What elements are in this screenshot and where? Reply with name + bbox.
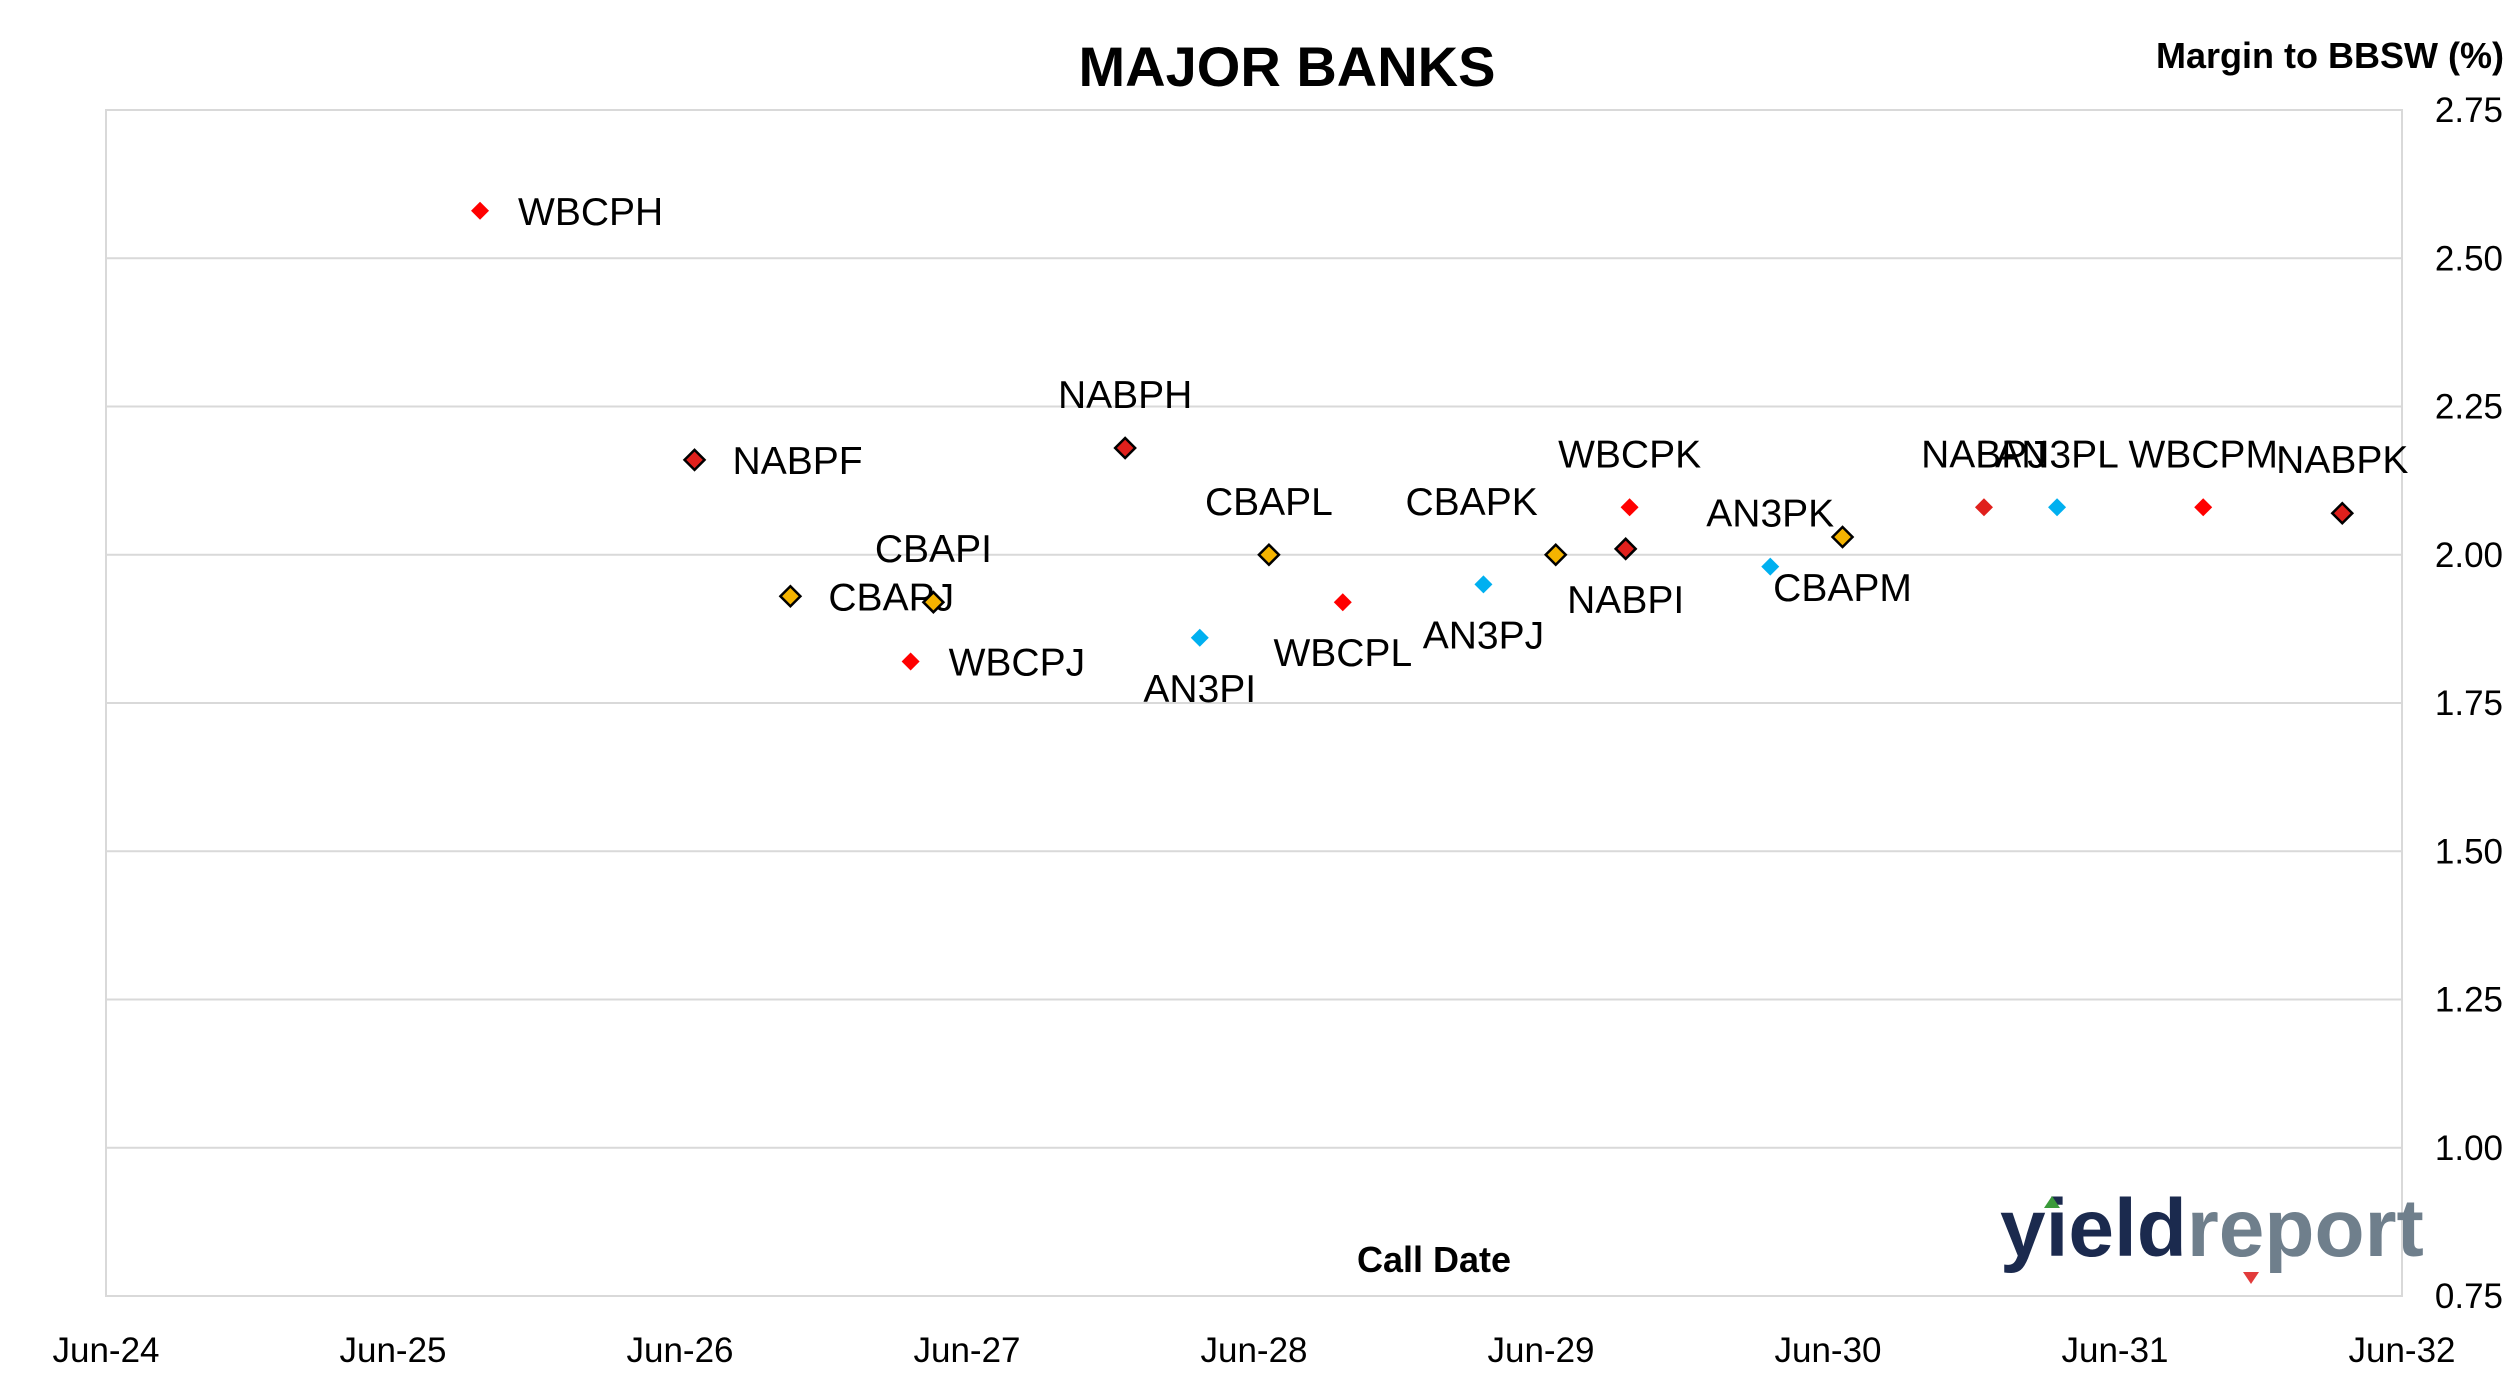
data-point-wbcpj: [901, 652, 920, 671]
y-tick-label: 1.75: [2435, 684, 2503, 723]
data-point-wbcph: [471, 201, 490, 220]
x-tick-label: Jun-27: [913, 1331, 1020, 1370]
x-axis-ticks: Jun-24 Jun-25 Jun-26 Jun-27 Jun-28 Jun-29 Jun-…: [52, 1331, 2455, 1370]
data-point-an3pl: [2048, 498, 2067, 517]
point-label-nabpj: NABPJ: [1921, 433, 2047, 476]
point-label-nabpi: NABPI: [1567, 579, 1684, 622]
data-point-nabph: [1113, 436, 1137, 460]
point-label-wbcpj: WBCPJ: [949, 641, 1086, 684]
point-label-wbcpl: WBCPL: [1273, 632, 1412, 675]
point-label-cbapi: CBAPI: [875, 528, 992, 571]
y-tick-label: 1.50: [2435, 832, 2503, 871]
logo-up-arrow-icon: [2044, 1196, 2060, 1208]
point-label-an3pk: AN3PK: [1706, 493, 1834, 536]
x-tick-label: Jun-24: [52, 1331, 159, 1370]
data-point-cbapm: [1830, 525, 1855, 549]
y-tick-label: 1.00: [2435, 1129, 2503, 1168]
data-point-cbapj: [778, 584, 803, 609]
data-point-an3pi: [1190, 628, 1209, 647]
point-label-an3pi: AN3PI: [1143, 668, 1256, 711]
data-point-an3pj: [1474, 575, 1493, 594]
data-point-cbapl: [1257, 542, 1281, 567]
y-axis-ticks: 0.75 1.00 1.25 1.50 1.75 2.00 2.25 2.50 2.75: [2435, 91, 2503, 1316]
point-label-cbapk: CBAPK: [1406, 481, 1538, 524]
x-tick-label: Jun-29: [1487, 1331, 1594, 1370]
x-tick-label: Jun-31: [2061, 1331, 2168, 1370]
gridlines: [106, 257, 2402, 1149]
data-point-nabpf: [682, 448, 707, 472]
point-label-an3pl: AN3PL: [1995, 433, 2119, 476]
point-label-wbcpm: WBCPM: [2128, 433, 2278, 476]
point-label-wbcph: WBCPH: [518, 191, 663, 234]
x-tick-label: Jun-28: [1200, 1331, 1307, 1370]
x-tick-label: Jun-26: [626, 1331, 733, 1370]
chart-title: MAJOR BANKS: [1079, 35, 1496, 98]
data-point-wbcpm: [2194, 498, 2213, 517]
y-axis-title: Margin to BBSW (%): [2156, 35, 2504, 76]
y-tick-label: 2.25: [2435, 388, 2503, 427]
x-tick-label: Jun-25: [339, 1331, 446, 1370]
x-tick-label: Jun-30: [1774, 1331, 1881, 1370]
y-tick-label: 1.25: [2435, 981, 2503, 1020]
data-point-nabpi: [1613, 537, 1638, 561]
svg-text:yieldreport: yieldreport: [2000, 1183, 2424, 1274]
data-point-nabpj: [1974, 498, 1993, 517]
yieldreport-logo: yieldreport: [2000, 1183, 2424, 1284]
point-label-an3pj: AN3PJ: [1423, 614, 1544, 657]
point-label-wbcpk: WBCPK: [1558, 433, 1701, 476]
data-point-wbcpk: [1620, 498, 1639, 517]
logo-text-report: report: [2187, 1183, 2424, 1274]
data-point-nabpk: [2330, 501, 2355, 526]
x-axis-title: Call Date: [1357, 1239, 1511, 1280]
point-label-nabph: NABPH: [1058, 374, 1192, 417]
y-tick-label: 2.75: [2435, 91, 2503, 130]
data-point-cbapi: [921, 590, 946, 614]
point-label-cbapm: CBAPM: [1773, 567, 1912, 610]
point-label-cbapl: CBAPL: [1205, 481, 1333, 524]
y-tick-label: 2.00: [2435, 536, 2503, 575]
point-label-nabpk: NABPK: [2276, 439, 2408, 482]
logo-text-yield: yield: [2000, 1183, 2187, 1274]
point-label-nabpf: NABPF: [733, 440, 863, 483]
data-point-an3pk: [1761, 557, 1780, 576]
data-points: WBCPHNABPFCBAPJWBCPJCBAPINABPHAN3PICBAPL…: [471, 191, 2408, 711]
y-tick-label: 0.75: [2435, 1277, 2503, 1316]
logo-down-arrow-icon: [2243, 1272, 2259, 1284]
x-tick-label: Jun-32: [2348, 1331, 2455, 1370]
y-tick-label: 2.50: [2435, 239, 2503, 278]
data-point-cbapk: [1543, 542, 1568, 567]
data-point-wbcpl: [1333, 593, 1352, 612]
